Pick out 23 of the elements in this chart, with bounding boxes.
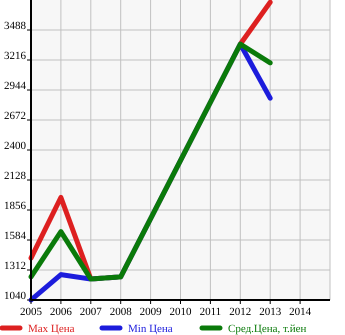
legend-label: Max Цена	[28, 323, 75, 335]
y-tick-label: 2128	[4, 170, 26, 182]
x-tick-label: 2005	[20, 306, 42, 318]
x-tick-label: 2014	[289, 306, 312, 318]
y-tick-label: 2944	[4, 80, 26, 92]
y-tick-label: 1584	[4, 230, 26, 242]
x-tick-label: 2010	[170, 306, 192, 318]
y-tick-label: 1040	[4, 290, 26, 302]
y-tick-label: 3488	[4, 20, 26, 32]
y-tick-label: 1312	[4, 260, 26, 272]
x-tick-label: 2006	[50, 306, 72, 318]
y-tick-label: 2672	[4, 110, 26, 122]
x-tick-label: 2008	[110, 306, 132, 318]
x-tick-label: 2009	[140, 306, 162, 318]
x-tick-label: 2007	[80, 306, 102, 318]
x-tick-label: 2012	[229, 306, 252, 318]
legend-label: Min Цена	[128, 323, 173, 335]
y-tick-label: 2400	[4, 140, 26, 152]
x-tick-label: 2011	[200, 306, 222, 318]
y-tick-label: 1856	[4, 200, 26, 212]
legend-label: Сред.Цена, т.йен	[228, 323, 307, 335]
y-tick-label: 3216	[4, 50, 26, 62]
x-tick-label: 2013	[259, 306, 282, 318]
